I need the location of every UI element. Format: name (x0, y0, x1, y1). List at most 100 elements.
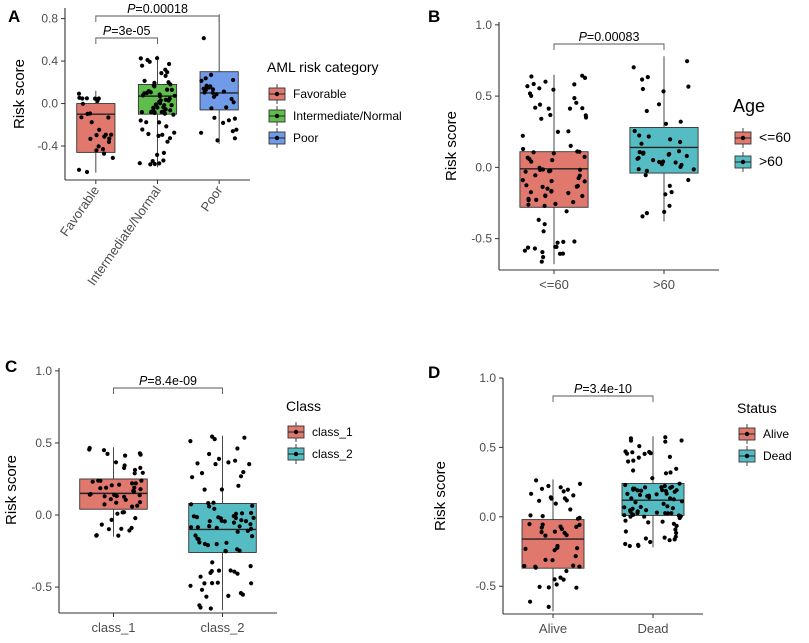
legend: Status Alive Dead (737, 400, 792, 466)
data-point (164, 124, 169, 129)
p-symbol: P (103, 24, 112, 38)
data-point (88, 136, 93, 141)
data-point (676, 149, 682, 154)
data-point (114, 500, 119, 505)
data-point (214, 525, 219, 531)
data-point (212, 437, 217, 442)
data-point (232, 569, 237, 574)
data-point (572, 96, 577, 101)
data-point (520, 133, 525, 138)
data-point (167, 61, 172, 67)
significance-bracket (95, 37, 158, 44)
data-point (215, 138, 220, 143)
data-point (190, 475, 195, 480)
data-point (644, 508, 649, 513)
data-point (100, 147, 106, 152)
data-point (115, 511, 120, 516)
y-tick-label: 0.4 (41, 54, 58, 68)
data-point (548, 495, 553, 500)
data-point (76, 91, 82, 96)
data-point (249, 526, 254, 532)
data-point (140, 93, 145, 98)
y-tick-label: 0.0 (475, 160, 492, 174)
data-point (631, 458, 636, 463)
significance-bracket (553, 43, 665, 50)
data-point (529, 93, 534, 98)
data-point (674, 530, 679, 536)
data-point (232, 136, 237, 141)
y-axis-title: Risk score (432, 461, 449, 531)
data-point (640, 214, 645, 219)
data-point (198, 605, 203, 610)
data-point (686, 177, 691, 183)
data-point (251, 515, 256, 521)
y-tick-label: 0.5 (479, 440, 496, 454)
data-point (571, 200, 576, 205)
data-point (139, 478, 144, 483)
data-point (219, 518, 224, 523)
legend-label: Poor (293, 131, 318, 145)
panel-b: B Risk score -0.5 0.0 0.5 1.0 <=60 >60 P=0.00083… (428, 7, 791, 292)
data-point (574, 100, 579, 105)
data-point (526, 196, 531, 201)
data-point (219, 487, 224, 492)
data-point (199, 130, 204, 135)
data-point (545, 186, 550, 191)
data-point (529, 74, 534, 79)
legend-label: Favorable (293, 87, 347, 101)
data-point (191, 514, 196, 519)
data-point (122, 494, 127, 499)
data-point (684, 153, 689, 159)
data-point (242, 435, 247, 440)
data-point (135, 503, 140, 508)
data-point (667, 183, 672, 188)
data-point (212, 115, 217, 120)
data-point (142, 78, 147, 83)
data-point (537, 498, 542, 503)
y-tick-label: 0.0 (35, 508, 52, 522)
data-point (201, 86, 206, 91)
data-point (667, 151, 672, 157)
legend-label: class_1 (312, 425, 353, 439)
panel-a: A Risk score -0.4 0.0 0.4 0.8 Favorable Interme… (8, 2, 402, 288)
data-point (232, 116, 237, 121)
data-point (668, 470, 673, 475)
data-point (162, 111, 167, 116)
data-point (249, 510, 254, 516)
data-point (667, 538, 672, 543)
data-point (661, 159, 666, 164)
data-point (172, 130, 177, 135)
x-tick-label: class_2 (200, 620, 244, 635)
data-point (226, 460, 231, 465)
data-point (624, 451, 630, 456)
data-point (533, 565, 538, 570)
data-point (577, 481, 583, 486)
data-point (639, 488, 644, 493)
data-point (157, 94, 162, 99)
data-point (150, 159, 155, 164)
x-tick-label: >60 (653, 277, 675, 292)
data-point (153, 102, 158, 107)
data-point (643, 173, 648, 178)
data-point (87, 447, 92, 452)
data-point (216, 456, 222, 461)
legend-label: Dead (763, 449, 792, 463)
data-point (537, 86, 542, 91)
panel-letter: D (428, 363, 440, 382)
data-point (116, 533, 121, 538)
data-point (669, 190, 674, 195)
data-point (235, 571, 240, 576)
data-point (148, 90, 153, 95)
data-point (566, 129, 571, 134)
data-point (546, 106, 551, 111)
data-point (679, 162, 684, 168)
data-point (215, 580, 220, 585)
data-point (76, 167, 82, 172)
data-point (561, 239, 566, 244)
data-point (106, 115, 111, 120)
data-point (627, 543, 632, 549)
data-point (553, 501, 558, 506)
data-point (580, 193, 585, 199)
data-point (667, 454, 673, 459)
data-point (216, 568, 222, 573)
